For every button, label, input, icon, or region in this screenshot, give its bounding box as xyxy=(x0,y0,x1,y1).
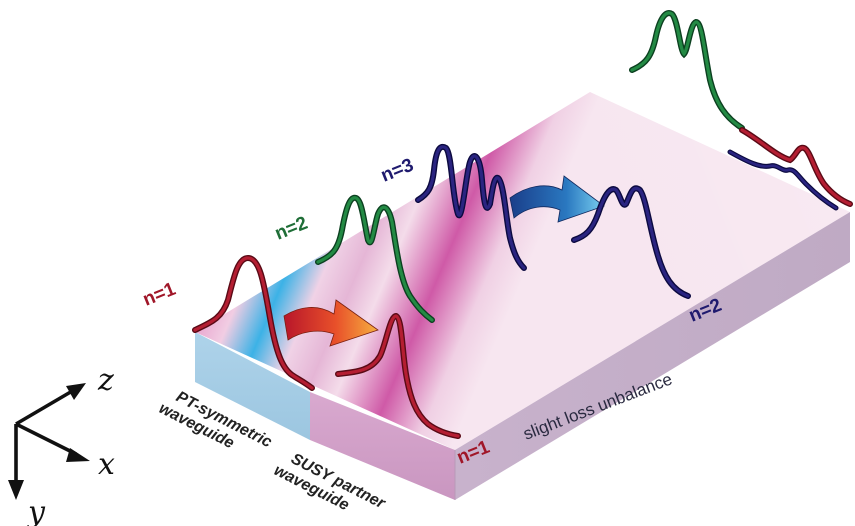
mode-curve-n1-susy-hi xyxy=(336,314,460,438)
arrow-icon-red xyxy=(283,299,379,347)
label-n2-pt: n=2 xyxy=(272,213,311,245)
label-n1-pt: n=1 xyxy=(140,279,179,311)
slab-top-sheen xyxy=(195,92,850,450)
slab-front-susy xyxy=(310,392,455,500)
mode-curve-n2-susy-output-hi xyxy=(728,150,838,210)
axis-z-label: z xyxy=(97,363,114,398)
mode-curve-n2-susy-hi xyxy=(572,186,690,298)
axis-x-label: x xyxy=(98,447,115,482)
mode-curve-n2-pt-hi xyxy=(316,196,434,322)
axes-icon xyxy=(8,383,90,500)
slab-front-pt xyxy=(195,332,310,440)
label-n3-pt: n=3 xyxy=(378,155,417,187)
slab-side-face xyxy=(455,212,850,500)
mode-curve-n2-pt-output xyxy=(629,10,745,131)
mode-curve-n1-susy-output-hi xyxy=(740,128,852,206)
mode-curve-n3-pt-hi xyxy=(416,145,526,270)
mode-curve-n1-pt-hi xyxy=(193,256,314,390)
mode-curve-n2-pt-output-hi xyxy=(630,11,744,130)
axis-y-label: y xyxy=(26,495,46,526)
arrow-icon-blue xyxy=(509,175,605,223)
